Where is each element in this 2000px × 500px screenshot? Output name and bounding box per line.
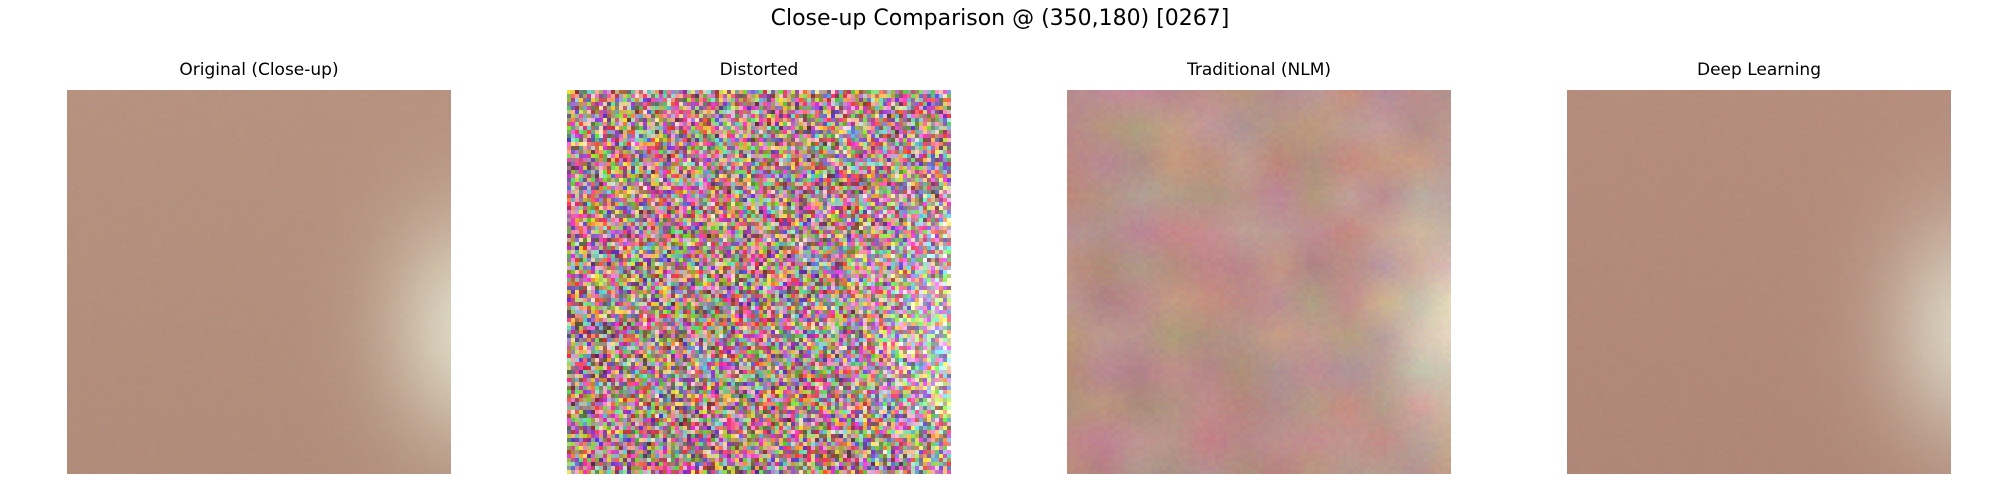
deep-learning-image xyxy=(1567,90,1951,474)
distorted-image xyxy=(567,90,951,474)
panel-distorted: Distorted xyxy=(567,60,951,474)
original-closeup-image xyxy=(67,90,451,474)
panel-original: Original (Close-up) xyxy=(67,60,451,474)
panel-title-traditional-nlm: Traditional (NLM) xyxy=(1186,60,1332,80)
panel-title-distorted: Distorted xyxy=(719,60,799,80)
traditional-nlm-image xyxy=(1067,90,1451,474)
figure-title: Close-up Comparison @ (350,180) [0267] xyxy=(770,6,1230,31)
panel-title-deep-learning: Deep Learning xyxy=(1696,60,1821,80)
panel-title-original: Original (Close-up) xyxy=(179,60,339,80)
panel-deep-learning: Deep Learning xyxy=(1567,60,1951,474)
panel-traditional-nlm: Traditional (NLM) xyxy=(1067,60,1451,474)
